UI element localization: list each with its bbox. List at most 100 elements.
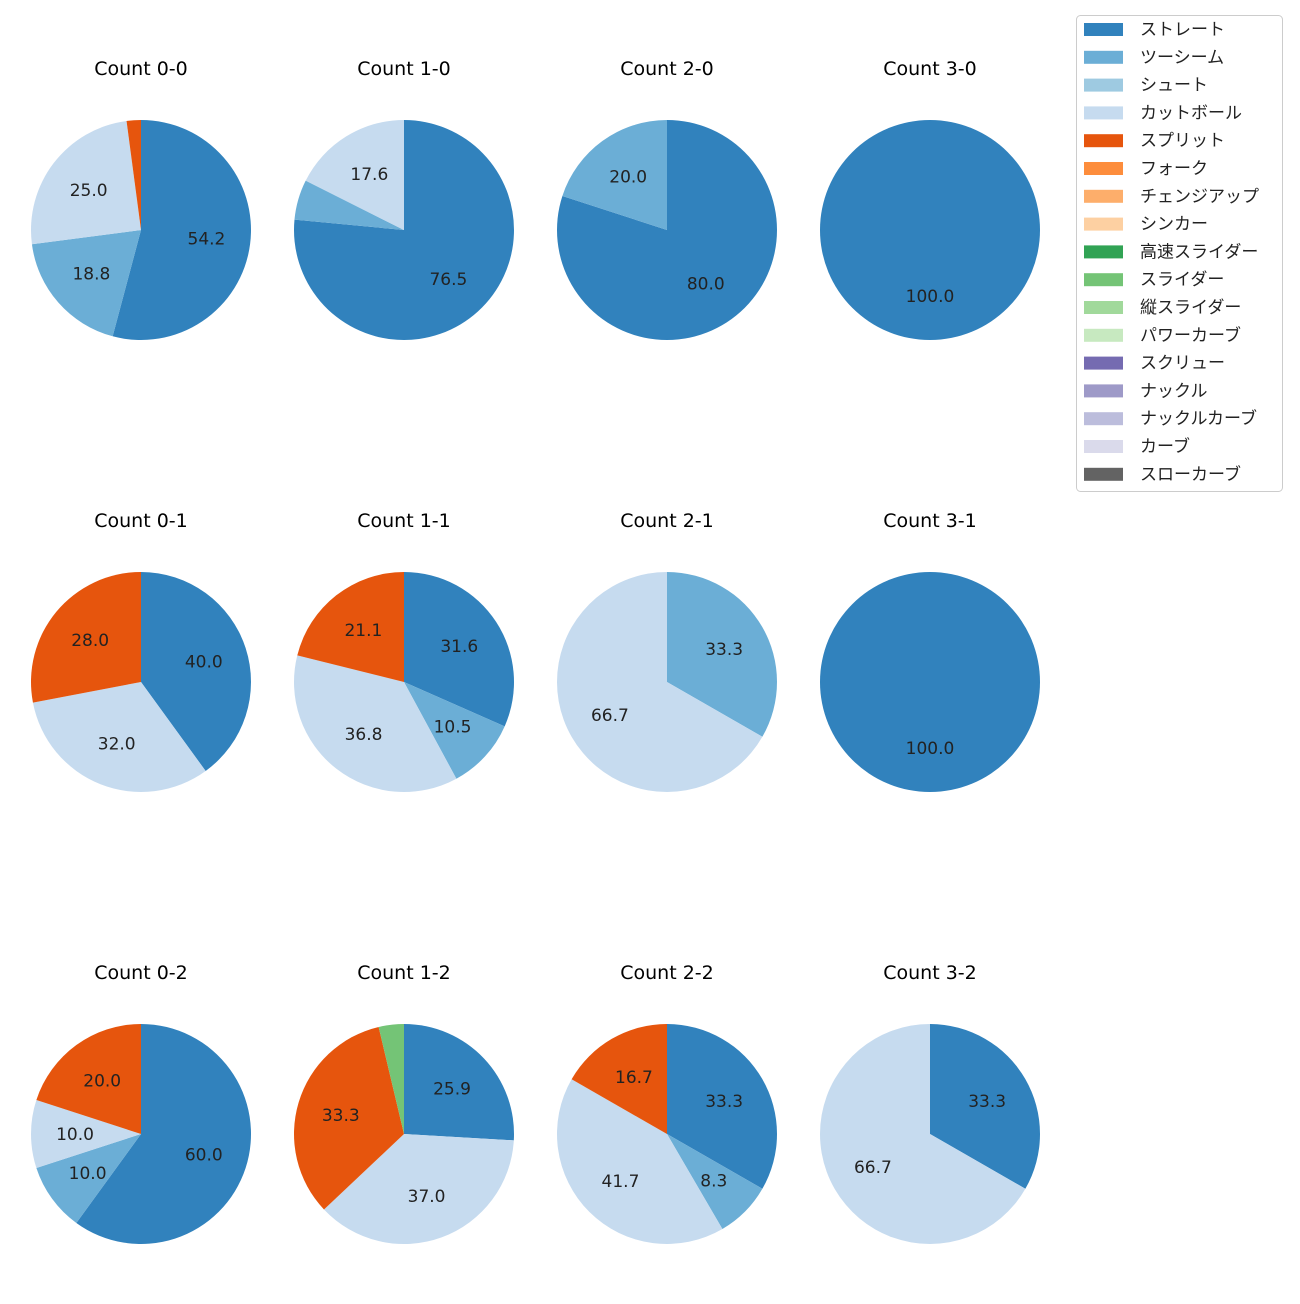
legend-item: パワーカーブ xyxy=(1084,325,1241,346)
legend-label: スプリット xyxy=(1140,131,1225,151)
pie-title: Count 1-1 xyxy=(357,510,451,532)
pie-slice xyxy=(930,1024,1041,1189)
slice-label: 66.7 xyxy=(591,706,629,726)
pie-slice xyxy=(571,1023,667,1134)
pie-title: Count 0-1 xyxy=(94,510,188,532)
pie-slice xyxy=(112,120,252,340)
legend-label: ナックル xyxy=(1140,381,1208,401)
legend-item: 縦スライダー xyxy=(1084,298,1241,318)
legend-item: シュート xyxy=(1084,76,1208,96)
pie-title: Count 1-2 xyxy=(357,962,451,984)
pie-count-3-0: Count 3-0 100.0 xyxy=(820,58,1040,340)
legend-item: チェンジアップ xyxy=(1084,187,1259,207)
legend-label: 高速スライダー xyxy=(1140,242,1258,262)
pie-slice xyxy=(76,1024,252,1244)
pie-slice xyxy=(297,572,404,682)
pie-slice xyxy=(32,682,206,793)
pie-slice xyxy=(141,572,252,771)
legend-frame xyxy=(1076,15,1283,492)
legend-item: ツーシーム xyxy=(1084,48,1224,68)
pie-slice xyxy=(294,655,457,792)
slice-label: 20.0 xyxy=(83,1072,121,1092)
slice-label: 21.1 xyxy=(344,621,382,641)
pie-count-3-1: Count 3-1 100.0 xyxy=(820,510,1040,792)
pie-slice xyxy=(556,1079,723,1245)
pie-slice xyxy=(294,180,404,230)
slice-label: 33.3 xyxy=(322,1106,360,1126)
slice-label: 8.3 xyxy=(700,1172,727,1192)
slice-label: 20.0 xyxy=(609,168,647,188)
pie-title: Count 3-0 xyxy=(883,58,977,80)
legend-label: スライダー xyxy=(1140,270,1224,290)
slice-label: 28.0 xyxy=(71,631,109,651)
legend-swatch xyxy=(1084,78,1123,92)
legend-swatch xyxy=(1084,245,1123,259)
slice-label: 17.6 xyxy=(350,165,388,185)
slice-label: 66.7 xyxy=(854,1158,892,1178)
legend-item: シンカー xyxy=(1084,215,1208,235)
legend-item: 高速スライダー xyxy=(1084,242,1258,262)
legend-swatch xyxy=(1084,162,1123,175)
pie-slice xyxy=(323,1134,514,1244)
legend-label: スクリュー xyxy=(1140,354,1225,374)
pie-slice xyxy=(820,1024,1026,1244)
slice-label: 25.0 xyxy=(70,181,108,201)
legend: ストレートツーシームシュートカットボールスプリットフォークチェンジアップシンカー… xyxy=(1076,15,1283,492)
legend-swatch xyxy=(1084,467,1123,481)
pie-slice xyxy=(36,1024,141,1134)
pie-count-2-1: Count 2-1 33.3 66.7 xyxy=(556,510,777,792)
legend-swatch xyxy=(1084,50,1123,64)
pie-slice xyxy=(31,1100,141,1168)
pie-count-1-1: Count 1-1 31.6 10.5 36.8 21.1 xyxy=(294,510,514,792)
slice-label: 54.2 xyxy=(188,230,226,250)
pie-count-0-1: Count 0-1 40.0 32.0 28.0 xyxy=(30,510,252,793)
legend-label: カーブ xyxy=(1140,436,1190,457)
legend-label: カットボール xyxy=(1140,103,1242,123)
slice-label: 33.3 xyxy=(705,640,743,660)
slice-label: 76.5 xyxy=(429,270,467,290)
legend-label: ナックルカーブ xyxy=(1140,408,1257,429)
slice-label: 33.3 xyxy=(705,1092,743,1112)
pie-title: Count 3-1 xyxy=(883,510,977,532)
legend-swatch xyxy=(1084,412,1123,426)
pie-slice xyxy=(667,1134,763,1230)
legend-swatch xyxy=(1084,440,1123,453)
legend-item: スローカーブ xyxy=(1084,464,1241,485)
legend-swatch xyxy=(1084,106,1123,120)
pie-slice xyxy=(30,572,141,703)
pie-slice xyxy=(36,1134,141,1223)
pie-count-0-2: Count 0-2 60.0 10.0 10.0 20.0 xyxy=(31,962,252,1244)
legend-label: パワーカーブ xyxy=(1140,325,1241,346)
pie-title: Count 2-0 xyxy=(620,58,714,80)
pie-slice xyxy=(31,230,141,337)
pie-slice xyxy=(30,120,141,245)
pie-slice xyxy=(404,1024,514,1141)
pie-slice xyxy=(562,120,667,230)
legend-label: ストレート xyxy=(1140,20,1225,40)
legend-item: カーブ xyxy=(1084,436,1190,457)
slice-label: 10.0 xyxy=(69,1164,107,1184)
legend-item: スライダー xyxy=(1084,270,1224,290)
pie-slice xyxy=(404,572,514,727)
slice-label: 37.0 xyxy=(408,1187,446,1207)
legend-label: フォーク xyxy=(1140,159,1208,179)
legend-swatch xyxy=(1084,273,1123,287)
legend-swatch xyxy=(1084,189,1123,203)
pie-slice xyxy=(820,120,1040,340)
pie-title: Count 0-2 xyxy=(94,962,188,984)
slice-label: 32.0 xyxy=(98,734,136,754)
legend-label: ツーシーム xyxy=(1140,48,1224,68)
pie-slice xyxy=(305,120,404,230)
legend-item: ナックル xyxy=(1084,381,1208,401)
legend-label: スローカーブ xyxy=(1140,464,1241,485)
pie-title: Count 2-2 xyxy=(620,962,714,984)
slice-label: 60.0 xyxy=(185,1145,223,1165)
slice-label: 36.8 xyxy=(345,725,383,745)
slice-label: 80.0 xyxy=(687,274,725,294)
legend-label: 縦スライダー xyxy=(1140,298,1241,318)
slice-label: 31.6 xyxy=(440,637,478,657)
legend-swatch xyxy=(1084,134,1123,148)
slice-label: 10.5 xyxy=(434,718,472,738)
